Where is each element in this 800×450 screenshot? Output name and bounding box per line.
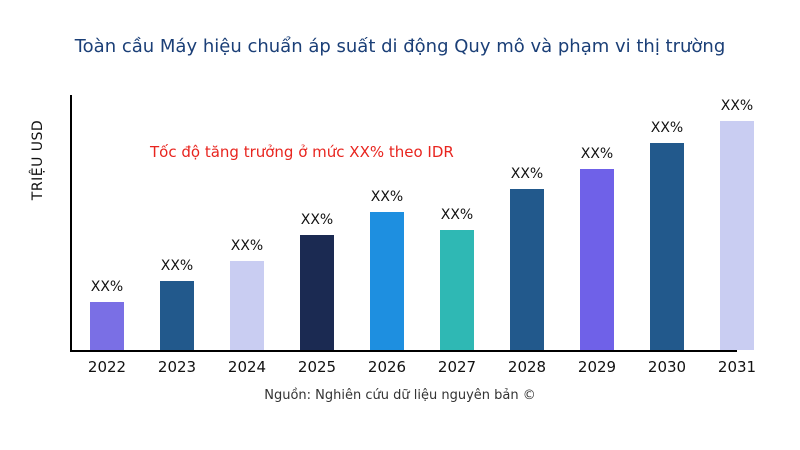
y-axis-line [70, 95, 72, 350]
bar-slot-2029: XX% [562, 95, 632, 350]
bar-2026 [370, 212, 404, 350]
bar-value-label: XX% [230, 237, 264, 254]
bar-slot-2028: XX% [492, 95, 562, 350]
x-tick-2024: 2024 [227, 358, 267, 376]
bar-slot-2023: XX% [142, 95, 212, 350]
x-tick-2030: 2030 [647, 358, 687, 376]
x-tick-2023: 2023 [157, 358, 197, 376]
x-tick-2022: 2022 [87, 358, 127, 376]
x-tick-2029: 2029 [577, 358, 617, 376]
bar-2031 [720, 120, 754, 350]
bar-value-label: XX% [300, 212, 334, 229]
x-tick-2031: 2031 [717, 358, 757, 376]
x-axis-ticks: 2022 2023 2024 2025 2026 2027 2028 2029 2030 2031 [72, 358, 772, 376]
bar-slot-2022: XX% [72, 95, 142, 350]
growth-rate-annotation: Tốc độ tăng trưởng ở mức XX% theo IDR [150, 143, 454, 161]
bar-slot-2031: XX% [702, 95, 772, 350]
bar-slot-2024: XX% [212, 95, 282, 350]
bar-value-label: XX% [90, 278, 124, 295]
x-tick-2027: 2027 [437, 358, 477, 376]
bar-2030 [650, 143, 684, 350]
bar-value-label: XX% [510, 166, 544, 183]
bar-value-label: XX% [580, 145, 614, 162]
bar-2023 [160, 281, 194, 350]
x-tick-2026: 2026 [367, 358, 407, 376]
y-axis-label: TRIỆU USD [30, 119, 46, 201]
source-note: Nguồn: Nghiên cứu dữ liệu nguyên bản © [264, 388, 536, 403]
bars: XX% XX% XX% XX% XX% XX% XX% XX% XX% XX% [72, 95, 772, 350]
bar-2022 [90, 301, 124, 350]
x-tick-2028: 2028 [507, 358, 547, 376]
bar-2027 [440, 230, 474, 350]
bar-slot-2030: XX% [632, 95, 702, 350]
bar-value-label: XX% [720, 97, 754, 114]
bar-slot-2027: XX% [422, 95, 492, 350]
bar-2025 [300, 235, 334, 350]
x-axis-line [70, 350, 737, 352]
bar-value-label: XX% [440, 207, 474, 224]
bar-2024 [230, 260, 264, 350]
plot-area: Tốc độ tăng trưởng ở mức XX% theo IDR XX… [70, 95, 772, 352]
bar-2029 [580, 168, 614, 350]
bar-value-label: XX% [160, 258, 194, 275]
bar-2028 [510, 189, 544, 350]
bar-value-label: XX% [370, 189, 404, 206]
x-tick-2025: 2025 [297, 358, 337, 376]
bar-value-label: XX% [650, 120, 684, 137]
bar-slot-2026: XX% [352, 95, 422, 350]
bar-slot-2025: XX% [282, 95, 352, 350]
chart-title: Toàn cầu Máy hiệu chuẩn áp suất di động … [74, 36, 726, 57]
